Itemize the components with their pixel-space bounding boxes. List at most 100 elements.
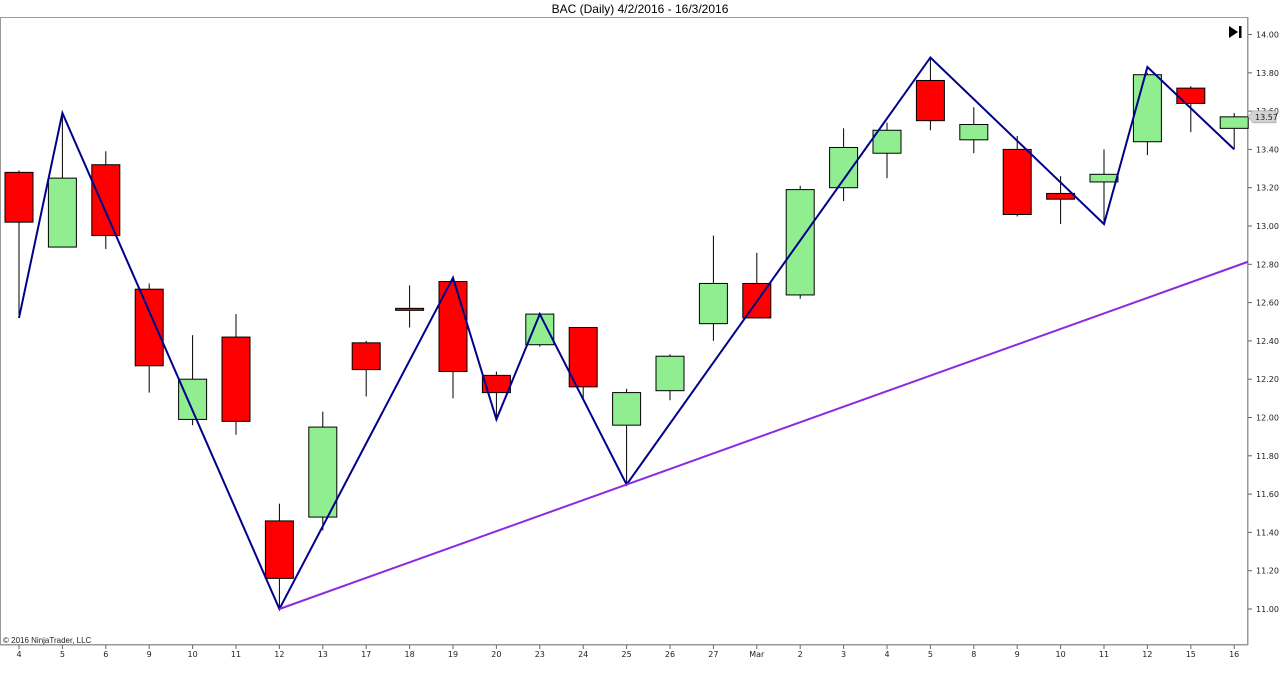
- candle: [612, 388, 642, 485]
- x-tick-label: 11: [231, 650, 241, 659]
- y-axis: 11.00 11.20 11.40 11.60 11.80 12.00 12.20 12.40…: [1248, 31, 1279, 614]
- x-tick-label: 15: [1186, 650, 1196, 659]
- x-tick-label: 8: [971, 650, 976, 659]
- y-tick-label: 11.60: [1256, 490, 1279, 499]
- overlays: [18, 55, 1249, 612]
- current-price-marker: 13.57: [1247, 110, 1278, 124]
- y-tick-label: 11.80: [1256, 452, 1279, 461]
- candle-body-down: [4, 171, 34, 223]
- candle-body-up: [612, 392, 642, 426]
- zigzag-line: [18, 55, 1235, 612]
- x-tick-label: 11: [1099, 650, 1109, 659]
- candle-body-up: [525, 313, 555, 346]
- candle: [568, 326, 598, 399]
- candle: [698, 235, 728, 341]
- candle: [785, 185, 815, 299]
- x-tick-label: 4: [884, 650, 889, 659]
- candle-body-up: [872, 129, 902, 154]
- candle-body-down: [91, 164, 121, 237]
- x-tick-label: 5: [60, 650, 65, 659]
- goto-end-button[interactable]: [1226, 23, 1244, 41]
- candle: [134, 283, 164, 393]
- candle-body-up: [1132, 74, 1162, 143]
- price-marker-label: 13.57: [1255, 113, 1278, 122]
- candle: [4, 170, 34, 318]
- x-tick-label: 9: [147, 650, 152, 659]
- y-tick-label: 13.00: [1256, 222, 1279, 231]
- y-tick-label: 11.20: [1256, 567, 1279, 576]
- candle: [915, 57, 945, 131]
- y-tick-label: 12.20: [1256, 375, 1279, 384]
- y-tick-label: 13.20: [1256, 184, 1279, 193]
- x-tick-label: 12: [274, 650, 284, 659]
- x-tick-label: 27: [708, 650, 718, 659]
- x-tick-label: 3: [841, 650, 846, 659]
- candle-body-down: [568, 326, 598, 388]
- candle: [395, 285, 425, 328]
- chart-title: BAC (Daily) 4/2/2016 - 16/3/2016: [551, 2, 729, 16]
- candle-body-up: [1219, 116, 1249, 129]
- x-tick-label: 13: [318, 650, 328, 659]
- skip-to-end-icon: [1229, 26, 1242, 38]
- candle: [655, 354, 685, 401]
- x-tick-label: 4: [16, 650, 21, 659]
- y-tick-label: 12.40: [1256, 337, 1279, 346]
- x-tick-label: 5: [928, 650, 933, 659]
- candle-body-down: [1176, 87, 1206, 104]
- x-tick-label: 25: [622, 650, 632, 659]
- price-marker-box: [1247, 110, 1277, 124]
- y-tick-label: 11.00: [1256, 605, 1279, 614]
- candle: [47, 113, 77, 248]
- candles: [4, 57, 1249, 609]
- x-tick-label: 19: [448, 650, 458, 659]
- x-tick-label: 10: [188, 650, 198, 659]
- candle: [351, 340, 381, 397]
- x-tick-label: 17: [361, 650, 371, 659]
- candle: [308, 411, 338, 531]
- candle: [221, 314, 251, 435]
- candle: [1132, 72, 1162, 156]
- y-tick-label: 13.80: [1256, 69, 1279, 78]
- candle-body-down: [395, 307, 425, 311]
- candle-body-down: [1002, 148, 1032, 216]
- y-tick-label: 14.00: [1256, 31, 1279, 40]
- trend-line: [279, 260, 1249, 610]
- candle-body-up: [698, 282, 728, 325]
- x-tick-label: 24: [578, 650, 588, 659]
- candle-body-up: [308, 426, 338, 518]
- candle-body-up: [47, 177, 77, 248]
- x-tick-label: 6: [103, 650, 108, 659]
- candle-body-up: [178, 378, 208, 420]
- candle: [1219, 113, 1249, 150]
- candle-body-up: [959, 124, 989, 141]
- x-tick-label: 23: [535, 650, 545, 659]
- candle: [525, 313, 555, 347]
- x-tick-label: 20: [491, 650, 501, 659]
- candle: [481, 371, 511, 420]
- x-tick-label: Mar: [749, 650, 765, 659]
- candle-body-up: [655, 355, 685, 392]
- x-tick-label: 10: [1056, 650, 1066, 659]
- candle: [91, 151, 121, 249]
- y-tick-label: 12.60: [1256, 299, 1279, 308]
- y-tick-label: 13.40: [1256, 145, 1279, 154]
- y-tick-label: 12.00: [1256, 414, 1279, 423]
- candle-body-up: [829, 146, 859, 189]
- candle-body-up: [785, 189, 815, 296]
- candle-body-down: [221, 336, 251, 422]
- x-tick-label: 18: [405, 650, 415, 659]
- candle: [742, 252, 772, 319]
- y-tick-label: 12.80: [1256, 260, 1279, 269]
- x-tick-label: 2: [798, 650, 803, 659]
- y-tick-label: 11.40: [1256, 528, 1279, 537]
- candle: [264, 503, 294, 609]
- candle: [872, 122, 902, 179]
- x-tick-label: 9: [1015, 650, 1020, 659]
- plot-frame: [0, 17, 1248, 645]
- candle-body-down: [1046, 192, 1076, 200]
- candle: [959, 107, 989, 154]
- candle-body-down: [134, 288, 164, 367]
- candle: [1089, 149, 1119, 225]
- candle-body-down: [264, 520, 294, 579]
